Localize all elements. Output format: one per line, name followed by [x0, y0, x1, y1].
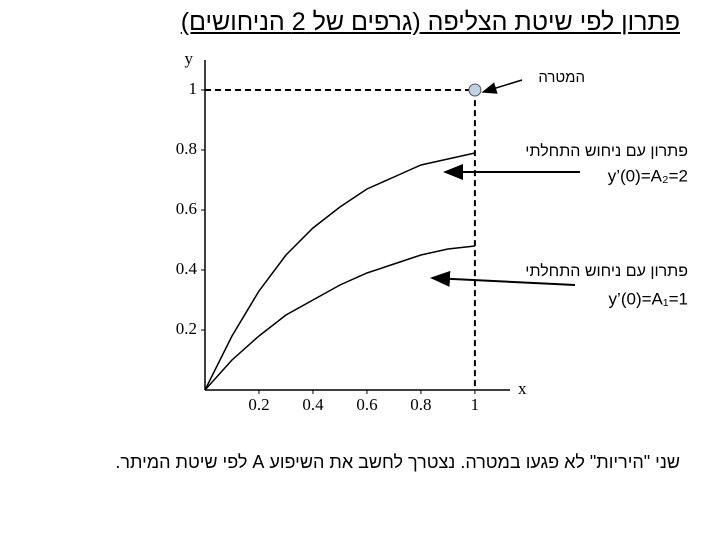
target-guide [205, 89, 476, 390]
x-tick-label: 0.2 [248, 395, 269, 414]
y-tick-label: 0.8 [176, 139, 197, 158]
y-axis-label: y [185, 49, 194, 68]
slide-title: פתרון לפי שיטת הצליפה (גרפים של 2 הניחוש… [180, 8, 680, 36]
series-annotation: פתרון עם ניחוש התחלתי [525, 262, 688, 280]
series-line [204, 152, 476, 391]
footer-text: שני "היריות" לא פגעו במטרה. נצטרך לחשב א… [115, 452, 680, 472]
guess-label: y’(0)=A₂=2 [608, 166, 688, 185]
arrow [481, 79, 523, 94]
arrow [430, 270, 576, 287]
x-tick-label: 0.4 [302, 395, 324, 414]
target-point [468, 83, 482, 97]
y-tick-label: 1 [189, 79, 198, 98]
series-annotation: פתרון עם ניחוש התחלתי [525, 142, 688, 160]
x-tick-label: 1 [471, 395, 480, 414]
y-tick-label: 0.4 [176, 259, 198, 278]
guess-label: y’(0)=A₁=1 [609, 289, 688, 308]
x-tick-label: 0.8 [410, 395, 431, 414]
x-axis-label: x [518, 379, 527, 398]
x-tick-label: 0.6 [356, 395, 377, 414]
y-tick-label: 0.6 [176, 199, 197, 218]
target-label: המטרה [538, 69, 585, 86]
series-line [204, 245, 475, 391]
y-tick-label: 0.2 [176, 319, 197, 338]
